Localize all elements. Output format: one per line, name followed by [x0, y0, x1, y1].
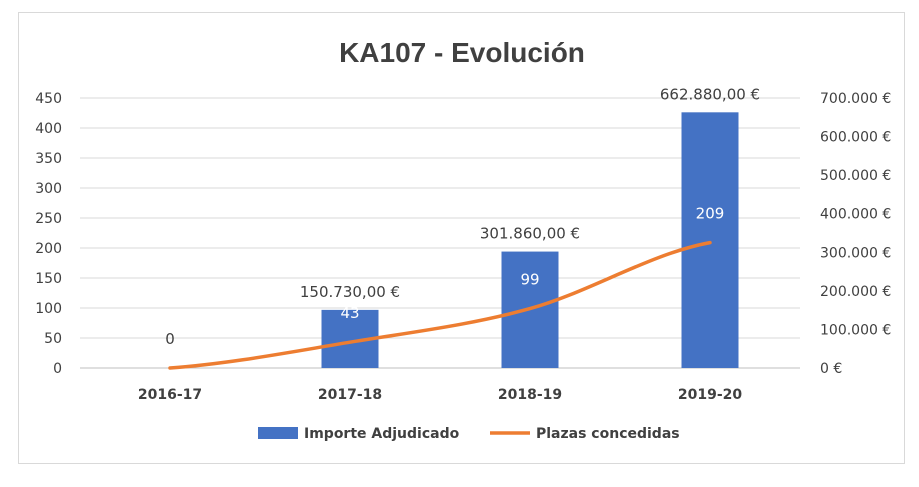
bar-2019-20 — [681, 112, 739, 368]
category-label: 2019-20 — [678, 387, 743, 403]
line-value-label: 43 — [340, 304, 359, 322]
category-label: 2016-17 — [138, 387, 202, 403]
chart-frame — [18, 12, 905, 464]
bar-value-label: 301.860,00 € — [480, 225, 580, 243]
right-tick-label: 500.000 € — [820, 168, 891, 184]
line-plazas-concedidas — [168, 240, 712, 370]
line-value-label: 209 — [696, 205, 725, 223]
right-tick-label: 0 € — [820, 361, 842, 377]
legend-label: Plazas concedidas — [536, 426, 680, 442]
right-tick-label: 200.000 € — [820, 284, 891, 300]
left-tick-label: 300 — [35, 181, 62, 197]
left-tick-label: 50 — [44, 331, 62, 347]
left-tick-label: 100 — [35, 301, 62, 317]
category-label: 2018-19 — [498, 387, 562, 403]
left-tick-label: 350 — [35, 151, 62, 167]
right-tick-label: 100.000 € — [820, 322, 891, 338]
left-tick-label: 400 — [35, 121, 62, 137]
line-value-label: 99 — [520, 271, 539, 289]
right-tick-label: 400.000 € — [820, 207, 891, 223]
bar-value-label: 662.880,00 € — [660, 85, 760, 103]
bar-value-label: 150.730,00 € — [300, 283, 400, 301]
left-tick-label: 450 — [35, 91, 62, 107]
line-value-label: 0 — [165, 330, 175, 348]
right-tick-label: 600.000 € — [820, 130, 891, 146]
legend-swatch-bar — [258, 427, 298, 439]
left-tick-label: 0 — [53, 361, 62, 377]
category-label: 2017-18 — [318, 387, 382, 403]
left-tick-label: 250 — [35, 211, 62, 227]
right-tick-label: 700.000 € — [820, 91, 891, 107]
legend-label: Importe Adjudicado — [304, 426, 460, 442]
left-tick-label: 150 — [35, 271, 62, 287]
left-tick-label: 200 — [35, 241, 62, 257]
right-tick-label: 300.000 € — [820, 245, 891, 261]
chart-title: KA107 - Evolución — [339, 37, 585, 68]
